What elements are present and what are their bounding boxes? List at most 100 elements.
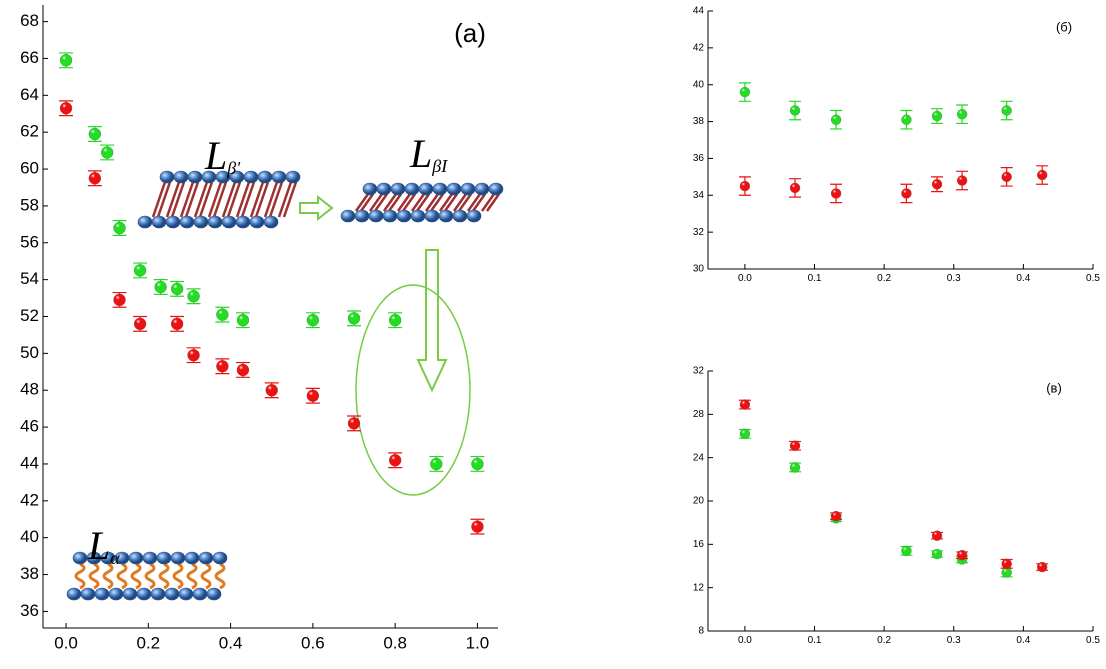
lipid-head	[193, 215, 209, 229]
data-point	[739, 399, 751, 410]
data-point	[1037, 561, 1048, 573]
lipid-tail	[130, 562, 142, 590]
data-point	[347, 312, 361, 325]
data-point	[1037, 169, 1048, 181]
x-tick-label: 0.5	[1086, 635, 1100, 646]
y-tick-label: 28	[693, 409, 705, 420]
data-point	[216, 308, 229, 321]
lipid-tail	[485, 193, 501, 212]
x-tick-label: 0.3	[947, 273, 961, 284]
lipid-tail	[410, 193, 426, 212]
lipid-head	[460, 182, 476, 196]
y-tick-label: 62	[20, 122, 39, 141]
lipid-tail	[151, 181, 167, 218]
lipid-tail	[457, 193, 473, 212]
y-tick-label: 48	[20, 380, 39, 399]
panel-label: (в)	[1046, 380, 1062, 395]
data-point	[830, 511, 842, 522]
lipid-head	[285, 170, 301, 184]
data-point	[306, 314, 320, 327]
data-point	[789, 182, 801, 194]
y-tick-label: 34	[693, 190, 705, 201]
lipid-head	[159, 170, 175, 184]
y-tick-label: 66	[20, 48, 39, 67]
data-point	[170, 317, 184, 331]
lipid-tail	[193, 181, 209, 218]
y-tick-label: 20	[693, 496, 705, 507]
lipid-tail	[249, 181, 265, 218]
data-point	[170, 282, 184, 296]
data-point	[59, 54, 73, 67]
data-point	[789, 462, 801, 473]
lipid-head	[424, 209, 440, 223]
y-tick-label: 68	[20, 11, 39, 30]
lipid-head	[164, 587, 180, 601]
data-point	[1001, 558, 1012, 569]
data-point	[265, 384, 278, 397]
data-point	[187, 349, 200, 362]
x-tick-label: 0.3	[947, 635, 961, 646]
data-point	[471, 520, 484, 533]
data-point	[931, 530, 943, 541]
y-tick-label: 12	[693, 582, 705, 593]
data-point	[1001, 567, 1012, 578]
lipid-tail	[373, 193, 389, 212]
lipid-head	[438, 209, 454, 223]
lipid-head	[128, 551, 144, 565]
transition-arrow	[416, 249, 448, 393]
lipid-tail	[438, 193, 454, 212]
panel-label: (б)	[1056, 19, 1072, 34]
x-tick-label: 0.1	[808, 273, 822, 284]
lipid-tail	[172, 562, 184, 590]
lipid-tail	[415, 193, 431, 212]
lipid-head	[206, 587, 222, 601]
x-tick-label: 0.2	[136, 634, 160, 653]
lipid-head	[150, 587, 166, 601]
lipid-head	[488, 182, 504, 196]
lipid-tail	[158, 562, 170, 590]
data-point	[236, 363, 250, 377]
data-point	[471, 457, 484, 471]
lipid-head	[404, 182, 420, 196]
data-point	[187, 290, 200, 303]
data-point	[389, 454, 402, 467]
phase-label: Lα	[87, 523, 120, 568]
x-tick-label: 0.4	[1016, 635, 1030, 646]
phase-subscript: βI	[431, 156, 448, 176]
lipid-head	[396, 209, 412, 223]
lipid-head	[142, 551, 158, 565]
lipid-tail	[198, 181, 214, 218]
lipid-head	[173, 170, 189, 184]
y-tick-label: 38	[693, 116, 705, 127]
lipid-tail	[277, 181, 293, 218]
transition-arrow	[299, 194, 334, 222]
x-tick-label: 1.0	[466, 634, 490, 653]
x-tick-label: 0.0	[738, 635, 752, 646]
lipid-head	[432, 182, 448, 196]
data-point	[830, 114, 842, 125]
lipid-tail	[212, 181, 228, 218]
x-tick-label: 0.6	[301, 634, 325, 653]
y-tick-label: 24	[693, 452, 705, 463]
y-tick-label: 32	[693, 227, 705, 238]
data-point	[133, 317, 147, 331]
x-tick-label: 0.4	[219, 634, 243, 653]
lipid-tail	[429, 193, 445, 212]
lipid-tail	[480, 193, 496, 212]
lipid-head	[390, 182, 406, 196]
lipid-head	[249, 215, 265, 229]
lipid-head	[474, 182, 490, 196]
lipid-tail	[144, 562, 156, 590]
lipid-head	[382, 209, 398, 223]
lipid-head	[340, 209, 356, 223]
x-tick-label: 0.2	[877, 273, 891, 284]
data-point	[306, 389, 320, 402]
data-point	[59, 102, 73, 115]
highlight-ellipse	[355, 284, 471, 496]
chart-panel: 36 38 40 42 44 46 48 50 52 54 56 58 60 62 64 66 68 0.0 0.2…	[20, 5, 498, 653]
illustrations	[66, 170, 504, 601]
phase-subscript: α	[110, 548, 120, 568]
y-tick-label: 38	[20, 564, 39, 583]
lipid-head	[94, 587, 110, 601]
